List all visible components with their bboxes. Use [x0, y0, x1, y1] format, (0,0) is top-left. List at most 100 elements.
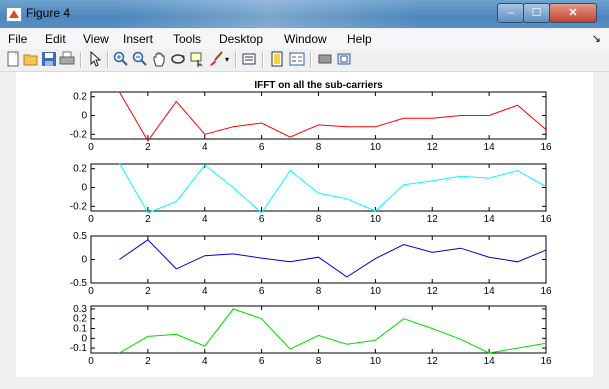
x-tick-label: 10 — [370, 356, 382, 367]
x-tick-label: 6 — [259, 142, 265, 153]
y-tick-label: 0.2 — [73, 164, 87, 175]
y-tick-label: 0.2 — [73, 314, 87, 325]
toolbar-separator — [107, 52, 109, 68]
title-bar-glare — [120, 0, 420, 28]
new-figure-icon[interactable] — [4, 51, 22, 69]
series-line-4 — [119, 308, 547, 354]
y-tick-label: 0.2 — [73, 92, 87, 103]
toolbar-separator — [310, 52, 312, 68]
toolbar-separator — [235, 52, 237, 68]
title-bar[interactable]: Figure 4 – ☐ ✕ — [0, 0, 609, 28]
y-tick-label: 0.3 — [73, 304, 87, 315]
link-plot-icon[interactable] — [240, 51, 258, 69]
menu-edit[interactable]: Edit — [45, 32, 66, 46]
close-button[interactable]: ✕ — [549, 3, 597, 23]
menu-window[interactable]: Window — [284, 32, 327, 46]
figure-toolbar: ▾ — [0, 49, 609, 72]
x-tick-label: 0 — [88, 356, 94, 367]
y-tick-label: -0.2 — [70, 201, 88, 212]
x-tick-label: 4 — [202, 286, 208, 297]
open-file-icon[interactable] — [22, 51, 40, 69]
x-tick-label: 16 — [540, 142, 552, 153]
x-tick-label: 6 — [259, 286, 265, 297]
menu-file[interactable]: File — [8, 32, 28, 46]
menu-help[interactable]: Help — [347, 32, 372, 46]
x-tick-label: 16 — [540, 286, 552, 297]
x-tick-label: 4 — [202, 356, 208, 367]
x-tick-label: 2 — [145, 142, 151, 153]
y-tick-label: 0.1 — [73, 324, 87, 335]
x-tick-label: 12 — [427, 142, 439, 153]
x-tick-label: 10 — [370, 214, 382, 225]
maximize-button[interactable]: ☐ — [523, 3, 550, 23]
x-tick-label: 8 — [316, 286, 322, 297]
axes-box-2 — [90, 163, 547, 212]
axes-box-4 — [90, 305, 547, 354]
menu-bar: File Edit View Insert Tools Desktop Wind… — [0, 29, 609, 49]
menu-insert[interactable]: Insert — [123, 32, 154, 46]
menu-tools[interactable]: Tools — [173, 32, 202, 46]
x-tick-label: 0 — [88, 286, 94, 297]
x-tick-label: 2 — [145, 356, 151, 367]
legend-icon[interactable] — [288, 51, 306, 69]
x-tick-label: 14 — [484, 356, 496, 367]
y-tick-label: -0.1 — [70, 343, 88, 354]
x-tick-label: 10 — [370, 286, 382, 297]
x-tick-label: 6 — [259, 356, 265, 367]
toolbar-separator — [262, 52, 264, 68]
y-tick-label: 0.5 — [73, 231, 87, 242]
y-tick-label: 0 — [81, 255, 87, 266]
x-tick-label: 10 — [370, 142, 382, 153]
hide-plot-tools-icon[interactable] — [316, 51, 334, 69]
x-tick-label: 2 — [145, 214, 151, 225]
y-tick-label: 0 — [81, 333, 87, 344]
save-icon[interactable] — [40, 51, 58, 69]
x-tick-label: 2 — [145, 286, 151, 297]
x-tick-label: 14 — [484, 142, 496, 153]
menu-desktop[interactable]: Desktop — [219, 32, 264, 46]
rotate-3d-icon[interactable] — [169, 51, 187, 69]
series-line-3 — [119, 239, 547, 278]
y-tick-label: -0.2 — [70, 129, 88, 140]
window-title: Figure 4 — [26, 6, 71, 20]
x-tick-label: 0 — [88, 214, 94, 225]
pointer-icon[interactable] — [86, 50, 104, 69]
zoom-in-icon[interactable] — [112, 51, 130, 69]
toolbar-separator — [80, 52, 82, 68]
pan-icon[interactable] — [150, 51, 168, 69]
x-tick-label: 8 — [316, 142, 322, 153]
series-line-2 — [118, 162, 547, 214]
x-tick-label: 6 — [259, 214, 265, 225]
x-tick-label: 0 — [88, 142, 94, 153]
zoom-out-icon[interactable] — [131, 51, 149, 69]
axes-box-3 — [90, 235, 547, 284]
menu-dock-arrow-icon[interactable]: ↘ — [591, 33, 601, 45]
plot-title: IFFT on all the sub-carriers — [254, 80, 383, 91]
y-tick-label: -0.5 — [70, 278, 88, 289]
print-icon[interactable] — [58, 51, 76, 69]
y-tick-label: 0 — [81, 183, 87, 194]
data-cursor-icon[interactable] — [188, 51, 206, 69]
x-tick-label: 16 — [540, 214, 552, 225]
x-tick-label: 12 — [427, 214, 439, 225]
figure-canvas: IFFT on all the sub-carriers 0 2 4 6 8 10 12 14 1… — [16, 72, 593, 377]
brush-dropdown-icon[interactable]: ▾ — [224, 55, 229, 64]
minimize-button[interactable]: – — [497, 3, 524, 23]
matlab-figure-icon — [6, 7, 22, 22]
x-tick-label: 14 — [484, 286, 496, 297]
colorbar-icon[interactable] — [268, 51, 286, 69]
plots-svg: IFFT on all the sub-carriers 0 2 4 6 8 10 12 14 1… — [70, 80, 552, 367]
menu-view[interactable]: View — [83, 32, 109, 46]
brush-icon[interactable] — [207, 51, 225, 69]
x-tick-label: 12 — [427, 286, 439, 297]
x-tick-label: 4 — [202, 142, 208, 153]
show-plot-tools-icon[interactable] — [335, 51, 353, 69]
series-line-1 — [118, 91, 547, 142]
x-tick-label: 4 — [202, 214, 208, 225]
x-tick-label: 8 — [316, 214, 322, 225]
y-tick-label: 0 — [81, 111, 87, 122]
x-tick-label: 16 — [540, 356, 552, 367]
x-tick-label: 8 — [316, 356, 322, 367]
x-tick-label: 12 — [427, 356, 439, 367]
